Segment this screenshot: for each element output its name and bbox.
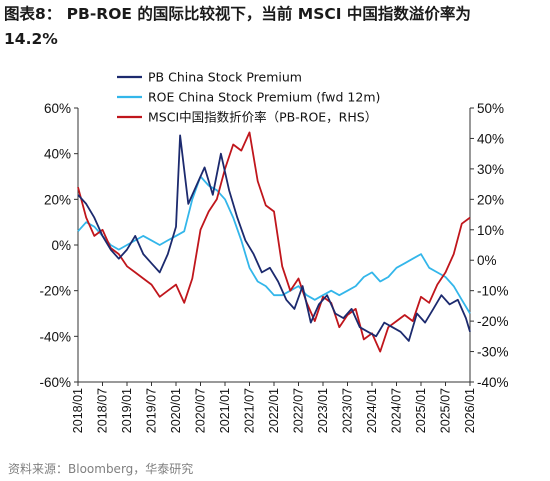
right-tick-label: -30% [477, 345, 509, 360]
left-tick-label: -40% [39, 329, 71, 344]
legend-label: ROE China Stock Premium (fwd 12m) [148, 90, 380, 105]
x-tick-label: 2024/01 [365, 388, 379, 433]
x-tick-label: 2020/07 [194, 388, 208, 433]
x-tick-label: 2023/01 [316, 388, 330, 433]
x-tick-label: 2021/07 [243, 388, 257, 433]
left-tick-label: 60% [44, 101, 71, 116]
legend-label: PB China Stock Premium [148, 70, 302, 85]
x-tick-label: 2019/01 [120, 388, 134, 433]
roe-premium-line [77, 175, 471, 314]
x-tick-label: 2025/07 [439, 388, 453, 433]
left-tick-label: 40% [44, 147, 71, 162]
x-tick-label: 2024/07 [390, 388, 404, 433]
right-tick-label: -40% [477, 375, 509, 390]
x-tick-label: 2018/07 [96, 388, 110, 433]
x-tick-label: 2022/07 [292, 388, 306, 433]
right-tick-label: 20% [477, 192, 504, 207]
x-tick-label: 2023/07 [341, 388, 355, 433]
x-tick-label: 2025/01 [414, 388, 428, 433]
left-tick-label: -60% [39, 375, 71, 390]
title-line-1: 图表8： PB-ROE 的国际比较视下，当前 MSCI 中国指数溢价率为 [4, 5, 471, 23]
x-tick-label: 2021/01 [218, 388, 232, 433]
right-tick-label: -10% [477, 284, 509, 299]
x-tick-label: 2019/07 [145, 388, 159, 433]
left-tick-label: 0% [51, 238, 71, 253]
source-note: 资料来源：Bloomberg，华泰研究 [8, 462, 194, 476]
right-tick-label: 40% [477, 131, 504, 146]
title-line-2: 14.2% [4, 30, 58, 48]
right-tick-label: -20% [477, 314, 509, 329]
msci-discount-line [77, 131, 471, 353]
x-tick-label: 2018/01 [71, 388, 85, 433]
legend-label: MSCI中国指数折价率（PB-ROE，RHS） [148, 110, 377, 125]
right-tick-label: 0% [477, 253, 497, 268]
right-tick-label: 10% [477, 223, 504, 238]
pb-premium-line [77, 134, 471, 342]
x-tick-label: 2022/01 [267, 388, 281, 433]
right-tick-label: 50% [477, 101, 504, 116]
x-tick-label: 2026/01 [463, 388, 477, 433]
right-tick-label: 30% [477, 162, 504, 177]
left-tick-label: 20% [44, 192, 71, 207]
chart-title: 图表8： PB-ROE 的国际比较视下，当前 MSCI 中国指数溢价率为 14.… [4, 2, 548, 52]
x-tick-label: 2020/01 [169, 388, 183, 433]
left-tick-label: -20% [39, 284, 71, 299]
